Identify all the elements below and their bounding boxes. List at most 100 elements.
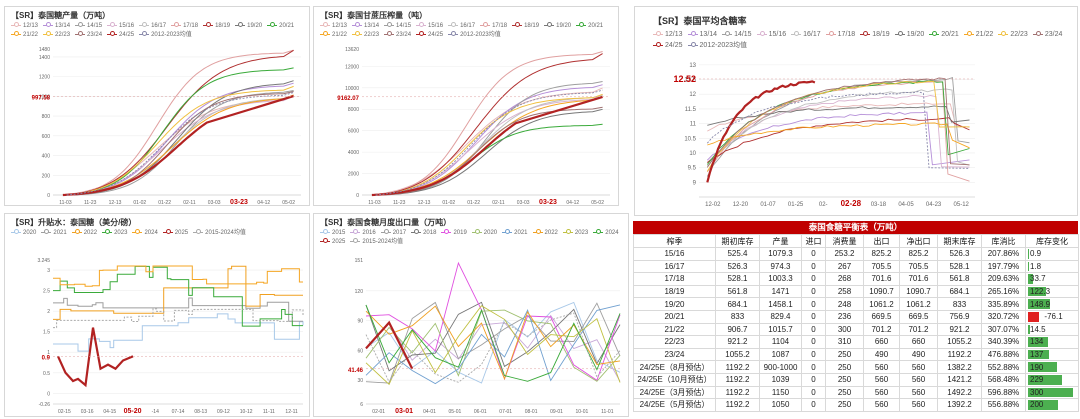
legend-item[interactable]: 2012-2023均值: [448, 31, 501, 40]
legend-item[interactable]: 16/17: [791, 29, 821, 40]
y-tick-label: 120: [355, 289, 364, 295]
legend-item[interactable]: 21/22: [320, 31, 347, 40]
x-tick-label: 05-02: [282, 200, 295, 206]
legend-item[interactable]: 18/19: [512, 22, 539, 31]
legend-label: 2015-2024均值: [362, 239, 404, 245]
legend-item[interactable]: 2024: [132, 229, 158, 238]
table-cell: 900-1000: [759, 360, 802, 374]
legend-item[interactable]: 23/24: [1032, 29, 1062, 40]
legend-item[interactable]: 13/14: [43, 22, 70, 31]
table-cell: 833: [937, 297, 982, 311]
legend-item[interactable]: 17/18: [825, 29, 855, 40]
legend-item[interactable]: 12/13: [11, 22, 38, 31]
legend-label: 13/14: [55, 23, 71, 29]
table-cell: 1471: [759, 284, 802, 299]
legend-item[interactable]: 16/17: [139, 22, 166, 31]
legend-item[interactable]: 22/23: [352, 31, 379, 40]
legend-item[interactable]: 2023: [102, 229, 127, 238]
legend-swatch: [860, 31, 871, 37]
legend-item[interactable]: 13/14: [687, 29, 717, 40]
legend-item[interactable]: 2016: [350, 229, 376, 238]
legend-label: 21/22: [975, 31, 994, 38]
legend-item[interactable]: 2019: [441, 229, 467, 238]
legend-item[interactable]: 2018: [411, 229, 436, 238]
series-line-2012-2023均值: [706, 91, 970, 169]
table-cell: 1090.7: [899, 284, 938, 299]
legend-item[interactable]: 20/21: [929, 29, 959, 40]
legend-item[interactable]: 21/22: [963, 29, 994, 40]
legend-item[interactable]: 17/18: [171, 22, 198, 31]
legend-swatch: [267, 22, 278, 28]
table-cell: 0: [801, 247, 826, 261]
legend-item[interactable]: 2020: [471, 229, 497, 238]
legend-item[interactable]: 14/15: [384, 22, 411, 31]
legend-item[interactable]: 14/15: [75, 22, 102, 31]
legend-label: 2021: [514, 230, 528, 236]
legend-item[interactable]: 2021: [502, 229, 528, 238]
legend-item[interactable]: 2012-2023均值: [139, 31, 192, 40]
series-line-12-13: [707, 102, 970, 132]
y-tick-label: 9: [693, 180, 697, 186]
legend-item[interactable]: 2021: [41, 229, 67, 238]
legend-item[interactable]: 23/24: [384, 31, 411, 40]
x-tick-label: 03-03: [517, 200, 530, 206]
legend-item[interactable]: 15/16: [416, 22, 443, 31]
table-cell: 825.2: [863, 247, 900, 261]
legend-item[interactable]: 2024: [593, 229, 619, 238]
legend-item[interactable]: 2022: [71, 229, 97, 238]
legend-item[interactable]: 22/23: [43, 31, 70, 40]
legend-item[interactable]: 2012-2023均值: [687, 40, 747, 51]
table-row: 15/16 525.4 1079.3 0 253.2 825.2 825.2 526.3 207…: [633, 247, 1079, 261]
y-tick-label: 600: [42, 134, 51, 140]
legend-item[interactable]: 12/13: [320, 22, 347, 31]
legend-item[interactable]: 20/21: [576, 22, 603, 31]
legend-item[interactable]: 19/20: [894, 29, 924, 40]
y-tick-label: 2000: [348, 172, 359, 178]
table-cell: 906.7: [715, 322, 760, 337]
table-cell: 0: [801, 297, 826, 311]
legend-item[interactable]: 2025: [320, 238, 345, 247]
legend-item[interactable]: 16/17: [448, 22, 475, 31]
table-cell: 250: [825, 372, 864, 387]
chart-legend: 12/13 13/14 14/15 15/16 16/17 17/18 18/19 19/20…: [11, 22, 305, 40]
legend-swatch: [653, 31, 663, 37]
x-tick-label: 11-23: [84, 200, 97, 206]
change-bar: [1028, 274, 1034, 284]
legend-item[interactable]: 18/19: [860, 29, 890, 40]
legend-item[interactable]: 19/20: [544, 22, 571, 31]
table-cell: 660: [899, 335, 938, 349]
change-bar: [1028, 362, 1057, 372]
legend-item[interactable]: 18/19: [203, 22, 230, 31]
legend-item[interactable]: 24/25: [107, 31, 134, 40]
legend-item[interactable]: 2023: [562, 229, 588, 238]
legend-item[interactable]: 14/15: [722, 29, 752, 40]
table-cell: 561.8: [715, 284, 760, 299]
legend-item[interactable]: 22/23: [998, 29, 1028, 40]
chart-plot-exports: 30 60 90 120 151 6 02-01 03-01 04-01 05-01 06-01 07…: [348, 258, 621, 415]
legend-item[interactable]: 2025: [162, 229, 188, 238]
legend-item[interactable]: 12/13: [653, 29, 683, 40]
legend-item[interactable]: 24/25: [653, 40, 683, 51]
legend-item[interactable]: 17/18: [480, 22, 507, 31]
legend-item[interactable]: 23/24: [75, 31, 102, 40]
legend-item[interactable]: 13/14: [352, 22, 379, 31]
legend-item[interactable]: 24/25: [416, 31, 443, 40]
x-tick-label: 05-01: [449, 409, 462, 415]
legend-item[interactable]: 21/22: [11, 31, 38, 40]
legend-item[interactable]: 2022: [532, 229, 558, 238]
table-cell: 0: [801, 272, 826, 286]
legend-item[interactable]: 20/21: [267, 22, 294, 31]
legend-item[interactable]: 2015: [320, 229, 345, 238]
legend-swatch: [43, 22, 54, 28]
legend-item[interactable]: 15/16: [756, 29, 786, 40]
x-tick-label: 01-02: [442, 200, 455, 206]
legend-item[interactable]: 2020: [11, 229, 36, 238]
legend-item[interactable]: 2015-2024均值: [193, 229, 246, 238]
legend-item[interactable]: 15/16: [107, 22, 134, 31]
legend-label: 2023: [114, 230, 128, 236]
legend-item[interactable]: 19/20: [235, 22, 262, 31]
legend-item[interactable]: 2017: [380, 229, 406, 238]
legend-swatch: [11, 229, 21, 235]
table-cell: 1392.2: [937, 398, 982, 412]
legend-item[interactable]: 2015-2024均值: [350, 238, 403, 247]
